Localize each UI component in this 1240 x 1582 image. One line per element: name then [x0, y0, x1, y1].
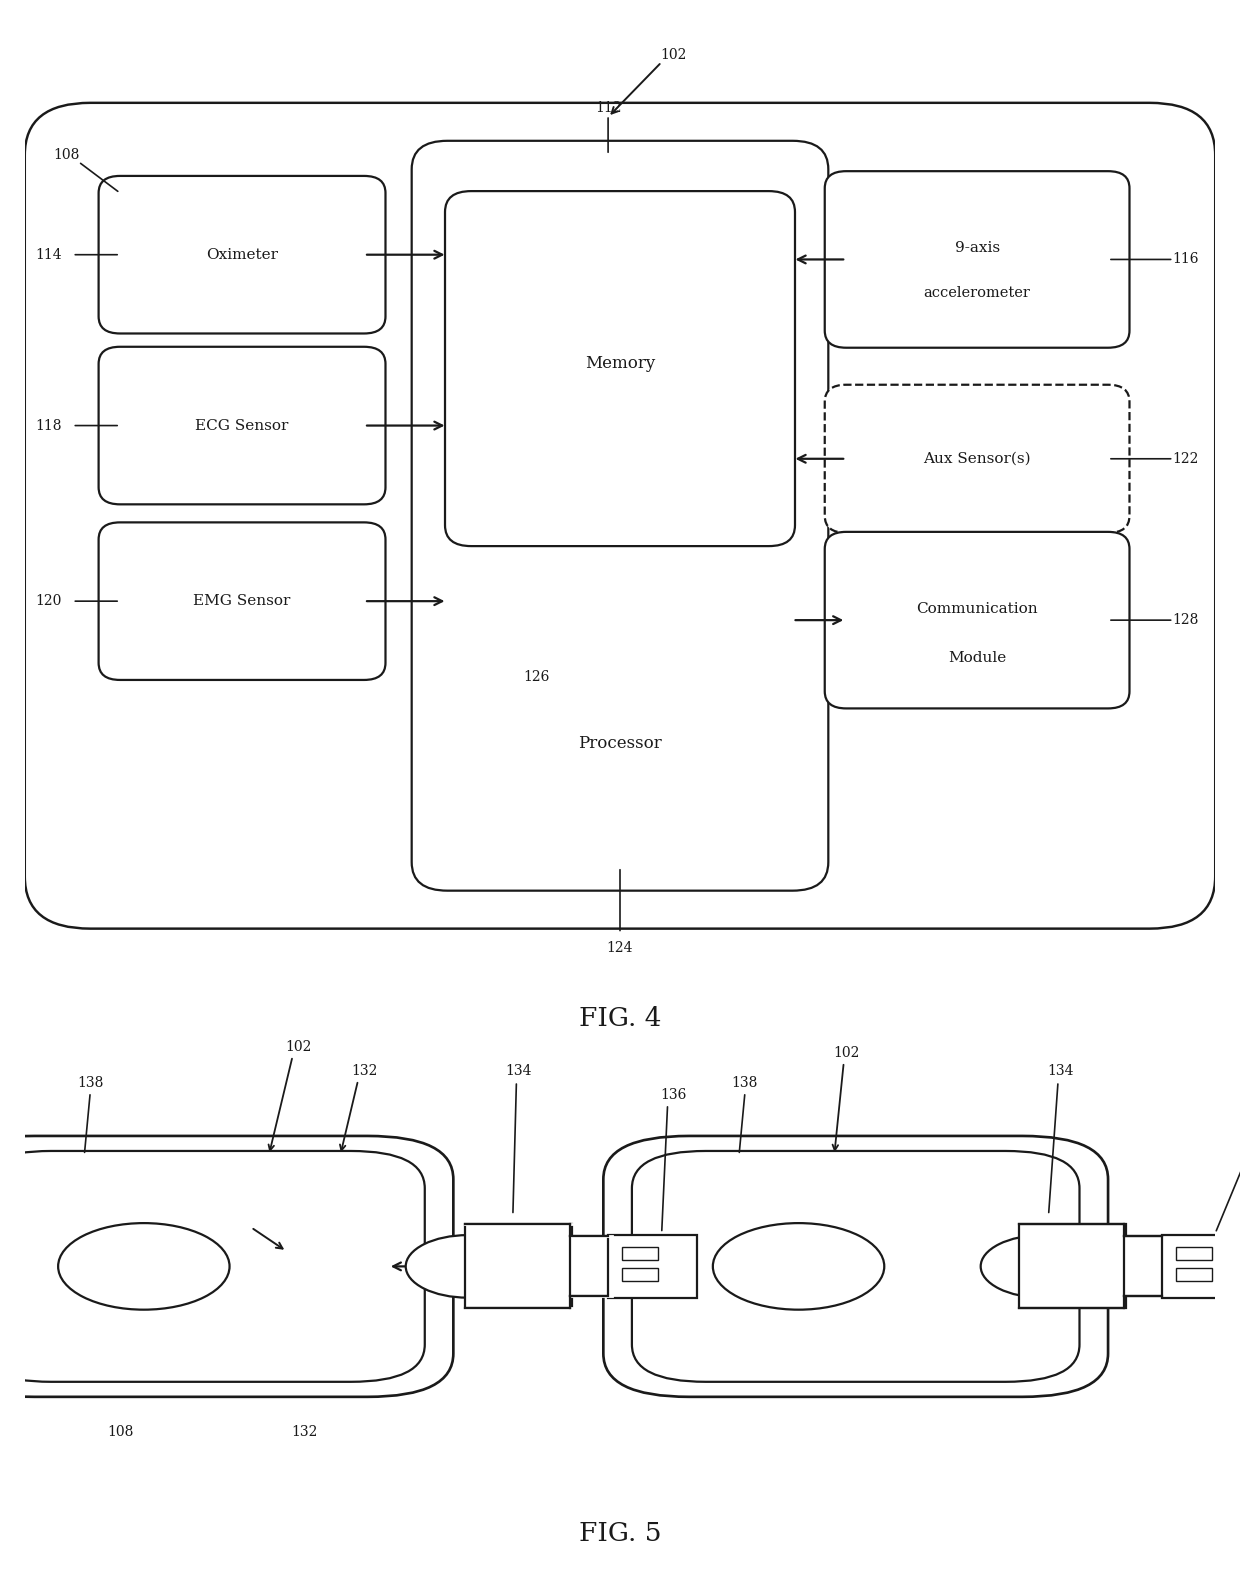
- Text: 134: 134: [506, 1065, 532, 1077]
- Circle shape: [405, 1236, 529, 1297]
- FancyBboxPatch shape: [825, 532, 1130, 709]
- Text: 122: 122: [1172, 452, 1199, 465]
- Text: Processor: Processor: [578, 736, 662, 751]
- Circle shape: [58, 1223, 229, 1310]
- FancyBboxPatch shape: [604, 1136, 1109, 1397]
- Bar: [1019, 1224, 1126, 1308]
- Text: 102: 102: [285, 1039, 311, 1054]
- Bar: [608, 1234, 697, 1299]
- Bar: [1176, 1269, 1211, 1281]
- Text: 138: 138: [732, 1076, 758, 1090]
- Text: FIG. 5: FIG. 5: [579, 1522, 661, 1547]
- Text: Oximeter: Oximeter: [206, 248, 278, 261]
- FancyBboxPatch shape: [0, 1152, 425, 1381]
- Text: Communication: Communication: [916, 601, 1038, 615]
- Text: 116: 116: [1172, 253, 1199, 266]
- FancyBboxPatch shape: [825, 171, 1130, 348]
- Bar: [622, 1247, 658, 1261]
- FancyBboxPatch shape: [99, 176, 386, 334]
- Text: 138: 138: [77, 1076, 103, 1090]
- Text: 120: 120: [36, 595, 62, 607]
- Text: 102: 102: [661, 49, 687, 62]
- Text: Module: Module: [949, 652, 1006, 664]
- Text: Memory: Memory: [585, 356, 655, 372]
- Bar: [1176, 1247, 1211, 1261]
- FancyBboxPatch shape: [825, 384, 1130, 533]
- Text: accelerometer: accelerometer: [924, 286, 1030, 299]
- Text: 134: 134: [1048, 1065, 1074, 1077]
- FancyBboxPatch shape: [99, 522, 386, 680]
- Text: 132: 132: [291, 1425, 317, 1438]
- Text: 126: 126: [523, 671, 549, 683]
- FancyBboxPatch shape: [632, 1152, 1080, 1381]
- Bar: [465, 1224, 573, 1308]
- FancyBboxPatch shape: [0, 1136, 454, 1397]
- Circle shape: [981, 1236, 1105, 1297]
- Text: 132: 132: [351, 1065, 377, 1077]
- Text: 136: 136: [661, 1088, 687, 1103]
- Text: 9-axis: 9-axis: [955, 240, 999, 255]
- Bar: [622, 1269, 658, 1281]
- FancyBboxPatch shape: [99, 346, 386, 505]
- Text: EMG Sensor: EMG Sensor: [193, 595, 290, 607]
- Text: 118: 118: [36, 419, 62, 432]
- Text: 108: 108: [107, 1425, 133, 1438]
- Bar: [570, 1237, 611, 1297]
- Text: 128: 128: [1172, 614, 1199, 626]
- Ellipse shape: [48, 108, 1192, 867]
- Text: 112: 112: [595, 101, 621, 114]
- Text: 102: 102: [833, 1046, 859, 1060]
- Text: FIG. 4: FIG. 4: [579, 1006, 661, 1031]
- FancyBboxPatch shape: [445, 191, 795, 546]
- Text: 114: 114: [35, 248, 62, 261]
- Text: ECG Sensor: ECG Sensor: [196, 419, 289, 432]
- Text: 108: 108: [53, 149, 79, 161]
- Bar: [1123, 1237, 1166, 1297]
- FancyBboxPatch shape: [412, 141, 828, 891]
- Text: Aux Sensor(s): Aux Sensor(s): [924, 452, 1030, 465]
- Circle shape: [713, 1223, 884, 1310]
- Text: 124: 124: [606, 941, 634, 954]
- Bar: [1162, 1234, 1240, 1299]
- FancyBboxPatch shape: [25, 103, 1215, 929]
